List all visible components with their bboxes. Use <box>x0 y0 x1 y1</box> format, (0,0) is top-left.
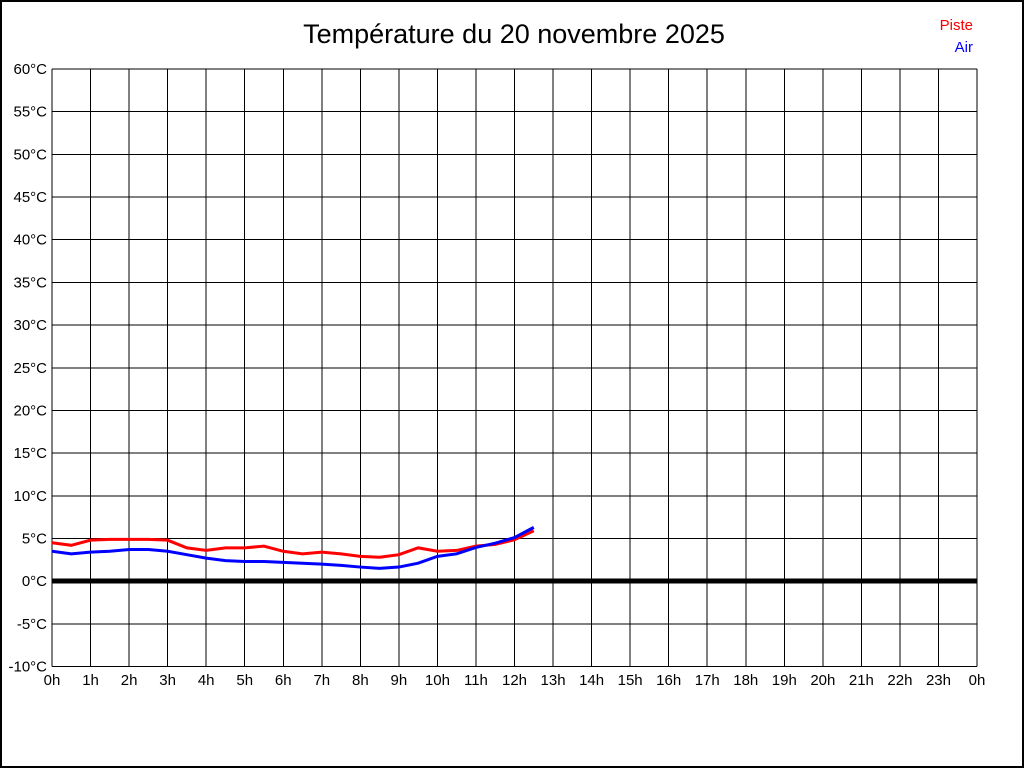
y-tick-label: 15°C <box>13 445 47 462</box>
x-tick-label: 0h <box>969 672 986 689</box>
x-tick-label: 14h <box>579 672 604 689</box>
y-tick-label: 50°C <box>13 146 47 163</box>
x-tick-label: 6h <box>275 672 292 689</box>
y-tick-label: 35°C <box>13 274 47 291</box>
y-tick-label: 30°C <box>13 317 47 334</box>
x-tick-label: 13h <box>541 672 566 689</box>
x-tick-label: 15h <box>618 672 643 689</box>
x-tick-label: 4h <box>198 672 215 689</box>
air-line <box>51 526 535 570</box>
x-tick-label: 19h <box>772 672 797 689</box>
y-tick-label: -5°C <box>17 616 47 633</box>
x-tick-label: 5h <box>236 672 253 689</box>
y-tick-label: -10°C <box>8 659 47 676</box>
x-tick-label: 16h <box>656 672 681 689</box>
x-tick-label: 9h <box>391 672 408 689</box>
legend-item-air: Air <box>954 39 973 56</box>
x-tick-label: 20h <box>810 672 835 689</box>
chart-title: Température du 20 novembre 2025 <box>303 19 725 49</box>
y-tick-label: 20°C <box>13 402 47 419</box>
x-tick-label: 10h <box>425 672 450 689</box>
y-tick-label: 55°C <box>13 104 47 121</box>
x-tick-label: 12h <box>502 672 527 689</box>
y-tick-label: 5°C <box>22 530 47 547</box>
legend-item-piste: Piste <box>939 17 973 34</box>
x-tick-label: 7h <box>313 672 330 689</box>
x-tick-label: 0h <box>44 672 61 689</box>
x-tick-label: 3h <box>159 672 176 689</box>
y-tick-label: 0°C <box>22 573 47 590</box>
legend: Piste Air <box>940 15 973 59</box>
y-tick-label: 45°C <box>13 189 47 206</box>
y-tick-label: 60°C <box>13 61 47 78</box>
y-tick-label: 40°C <box>13 232 47 249</box>
x-tick-label: 11h <box>464 672 488 689</box>
x-tick-label: 22h <box>887 672 912 689</box>
piste-line <box>51 529 535 559</box>
y-tick-label: 10°C <box>13 488 47 505</box>
x-tick-label: 8h <box>352 672 369 689</box>
x-tick-label: 2h <box>121 672 138 689</box>
x-tick-label: 1h <box>82 672 99 689</box>
x-tick-label: 23h <box>926 672 951 689</box>
x-tick-label: 17h <box>695 672 720 689</box>
x-tick-label: 21h <box>849 672 874 689</box>
x-tick-label: 18h <box>733 672 758 689</box>
y-tick-label: 25°C <box>13 360 47 377</box>
